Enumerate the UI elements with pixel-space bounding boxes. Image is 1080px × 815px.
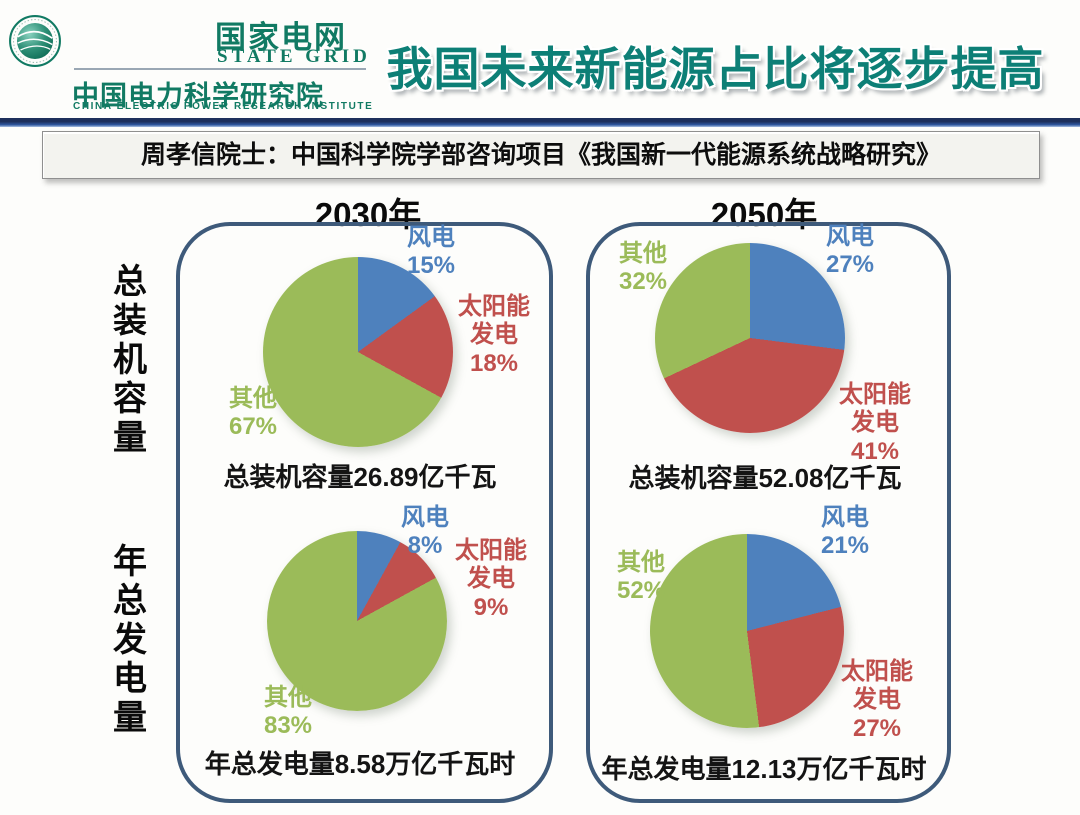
callout-other-generation-2030: 其他 83% (263, 684, 313, 740)
caption-capacity-2030: 总装机容量26.89亿千瓦 (223, 462, 497, 492)
callout-solar-capacity-2030: 太阳能 发电 18% (458, 293, 530, 377)
caption-capacity-2050: 总装机容量52.08亿千瓦 (628, 463, 902, 493)
callout-other-capacity-2030: 其他 67% (228, 385, 278, 441)
panel-2050 (586, 222, 951, 803)
row-label-annual-generation: 年总发电量 (113, 543, 147, 737)
pie-chart-capacity-2030 (263, 257, 453, 447)
callout-solar-generation-2050: 太阳能 发电 27% (841, 658, 913, 742)
callout-other-capacity-2050: 其他 32% (618, 240, 668, 296)
callout-solar-generation-2030: 太阳能 发电 9% (455, 537, 527, 621)
header-divider-bar (0, 118, 1080, 127)
pie-chart-capacity-2050 (655, 243, 845, 433)
subtitle-banner: 周孝信院士：中国科学院学部咨询项目《我国新一代能源系统战略研究》 (42, 131, 1040, 179)
caption-generation-2050: 年总发电量12.13万亿千瓦时 (601, 754, 927, 784)
callout-solar-capacity-2050: 太阳能 发电 41% (839, 381, 911, 465)
slide-title: 我国未来新能源占比将逐步提高 (386, 43, 1045, 95)
logo-en-name: STATE GRID (217, 46, 371, 67)
callout-wind-capacity-2030: 风电 15% (406, 224, 456, 280)
callout-wind-capacity-2050: 风电 27% (825, 223, 875, 279)
pie-chart-generation-2030 (267, 531, 447, 711)
column-header-2030: 2030年 (314, 196, 422, 233)
row-label-installed-capacity: 总装机容量 (113, 263, 147, 457)
logo-divider-line (74, 68, 366, 70)
institute-cn-name: 中国电力科学研究院 (72, 81, 324, 111)
callout-wind-generation-2050: 风电 21% (820, 504, 870, 560)
callout-other-generation-2050: 其他 52% (616, 549, 666, 605)
callout-wind-generation-2030: 风电 8% (401, 504, 449, 560)
institute-en-name: CHINA ELECTRIC POWER RESEARCH INSTITUTE (73, 101, 374, 112)
pie-chart-generation-2050 (650, 534, 844, 728)
state-grid-logo-icon (9, 15, 61, 67)
caption-generation-2030: 年总发电量8.58万亿千瓦时 (204, 749, 516, 779)
panel-2030 (176, 222, 553, 803)
column-header-2050: 2050年 (710, 196, 818, 233)
logo-cn-name: 国家电网 (215, 20, 347, 55)
